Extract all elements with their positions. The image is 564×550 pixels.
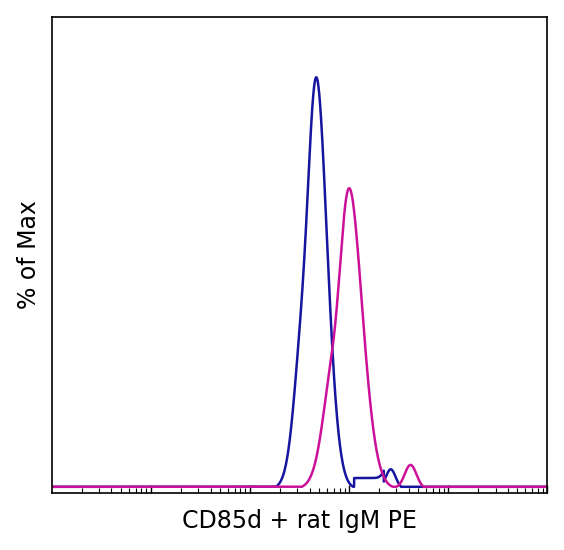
Y-axis label: % of Max: % of Max	[17, 201, 41, 310]
X-axis label: CD85d + rat IgM PE: CD85d + rat IgM PE	[182, 509, 417, 534]
